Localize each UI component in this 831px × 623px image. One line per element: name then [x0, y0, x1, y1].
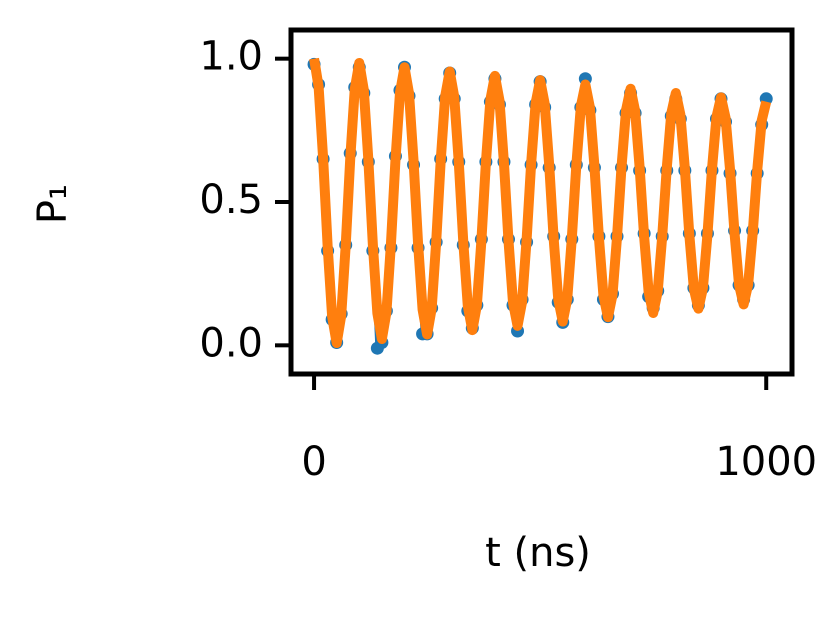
x-axis-label: t (ns) — [485, 530, 591, 576]
series-line — [309, 57, 772, 349]
x-tick-label: 0 — [301, 439, 326, 485]
x-tick-label: 1000 — [715, 439, 817, 485]
y-tick-label: 0.5 — [199, 177, 263, 223]
y-axis-label: P₁ — [30, 184, 76, 224]
y-tick-label: 0.0 — [199, 320, 263, 366]
plot-frame — [288, 27, 795, 377]
y-tick-label: 1.0 — [199, 34, 263, 80]
